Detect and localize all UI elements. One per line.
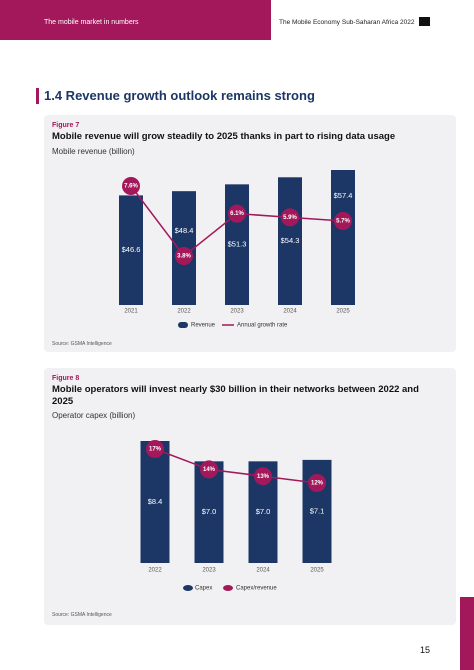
chart: 2021 2022 2023 2024 2025 7.6% 3.8% 6.1% 5.9% 5.7%… (119, 170, 355, 329)
x-tick-label: 2025 (336, 309, 350, 315)
data-label: 5.9% (283, 215, 297, 221)
figure-subtitle: Operator capex (billion) (52, 411, 136, 420)
data-label: 7.6% (124, 184, 138, 190)
data-label: $7.0 (202, 507, 217, 516)
line-point (334, 212, 352, 230)
line (154, 448, 318, 484)
bar (119, 195, 143, 305)
x-tick-label: 2022 (148, 568, 162, 574)
data-label: $7.0 (256, 507, 271, 516)
data-label: $8.4 (148, 497, 163, 506)
data-label: $57.4 (334, 191, 353, 200)
x-tick-label: 2023 (230, 309, 244, 315)
bar (225, 184, 249, 305)
bar (331, 170, 355, 305)
chart: 2022 2023 2024 2025 17% 14% 13% 12% $8.4 $7.0 $7.0… (140, 440, 332, 592)
legend-swatch (183, 585, 193, 591)
line-point (228, 204, 246, 223)
bar (140, 441, 170, 563)
x-tick-label: 2023 (202, 568, 216, 574)
legend-label: Annual growth rate (237, 323, 288, 329)
data-label: 13% (257, 474, 270, 480)
source: Source: GSMA Intelligence (52, 612, 112, 618)
x-tick-label: 2022 (177, 309, 191, 315)
header-icon (419, 17, 430, 26)
data-label: $51.3 (228, 240, 247, 249)
bar (278, 177, 302, 305)
x-tick-label: 2021 (124, 309, 138, 315)
legend-label: Capex/revenue (236, 586, 277, 592)
x-tick-label: 2025 (310, 568, 324, 574)
x-tick-label: 2024 (256, 568, 270, 574)
line-point (281, 208, 299, 227)
line-point (175, 247, 193, 265)
header-left: The mobile market in numbers (44, 19, 139, 26)
figure-label: Figure 7 (52, 122, 80, 129)
data-label: $7.1 (310, 506, 325, 515)
header-right: The Mobile Economy Sub-Saharan Africa 20… (279, 19, 415, 26)
data-label: 5.7% (336, 219, 350, 225)
line-point (308, 474, 326, 492)
data-label: $48.4 (175, 226, 194, 235)
figure-subtitle: Mobile revenue (billion) (52, 147, 135, 156)
section-marker (36, 88, 39, 104)
data-label: 14% (203, 467, 216, 473)
figure-title: Mobile revenue will grow steadily to 202… (52, 131, 396, 142)
page-number: 15 (420, 645, 431, 655)
section-title: 1.4 Revenue growth outlook remains stron… (44, 88, 315, 103)
data-label: 12% (311, 481, 324, 487)
line-point (200, 460, 218, 479)
line-point (146, 440, 164, 458)
legend-label: Revenue (191, 323, 216, 329)
source: Source: GSMA Intelligence (52, 341, 112, 347)
line-point (122, 177, 140, 195)
figure-label: Figure 8 (52, 375, 80, 382)
data-label: 17% (149, 447, 162, 453)
x-tick-label: 2024 (283, 309, 297, 315)
data-label: $46.6 (122, 245, 141, 254)
header-band (0, 0, 271, 40)
legend-swatch (223, 585, 233, 591)
legend-label: Capex (195, 586, 212, 592)
data-label: $54.3 (281, 236, 300, 245)
figure-panel (44, 115, 456, 352)
legend-swatch (178, 322, 188, 328)
data-label: 6.1% (230, 211, 244, 217)
figure-title: Mobile operators will invest nearly $30 … (52, 384, 419, 407)
data-label: 3.8% (177, 254, 191, 260)
line-point (254, 467, 272, 486)
side-band (460, 597, 474, 670)
